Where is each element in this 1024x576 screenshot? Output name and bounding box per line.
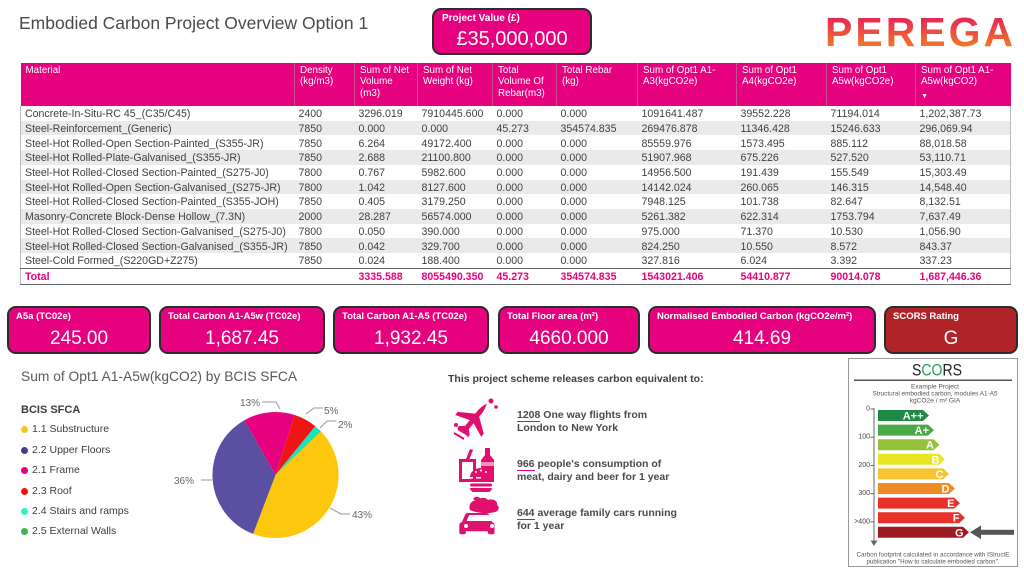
svg-text:F: F xyxy=(953,513,960,525)
svg-text:Carbon footprint calculated in: Carbon footprint calculated in accordanc… xyxy=(857,552,1010,559)
svg-text:Example Project: Example Project xyxy=(911,384,959,391)
svg-text:SCORS: SCORS xyxy=(912,362,962,380)
svg-text:A: A xyxy=(926,440,934,452)
svg-text:D: D xyxy=(942,484,950,496)
svg-text:13%: 13% xyxy=(240,398,260,409)
svg-text:publication "How to calculate: publication "How to calculate embodied c… xyxy=(867,559,1000,566)
svg-text:kgCO2e / m² GIA: kgCO2e / m² GIA xyxy=(910,398,961,405)
svg-text:A++: A++ xyxy=(903,411,924,423)
svg-text:36%: 36% xyxy=(174,476,194,487)
svg-text:Structural embodied carbon, mo: Structural embodied carbon, modules A1-A… xyxy=(873,391,998,398)
svg-text:200: 200 xyxy=(858,462,870,469)
svg-text:E: E xyxy=(947,498,954,510)
svg-text:43%: 43% xyxy=(352,510,372,521)
svg-text:0: 0 xyxy=(866,406,870,413)
svg-text:>400: >400 xyxy=(854,518,870,525)
svg-text:300: 300 xyxy=(858,490,870,497)
svg-text:C: C xyxy=(936,469,944,481)
svg-text:A+: A+ xyxy=(915,425,929,437)
svg-text:2%: 2% xyxy=(338,420,353,431)
svg-text:100: 100 xyxy=(858,434,870,441)
svg-text:G: G xyxy=(955,527,964,539)
svg-text:B: B xyxy=(932,454,940,466)
svg-text:5%: 5% xyxy=(324,406,339,417)
